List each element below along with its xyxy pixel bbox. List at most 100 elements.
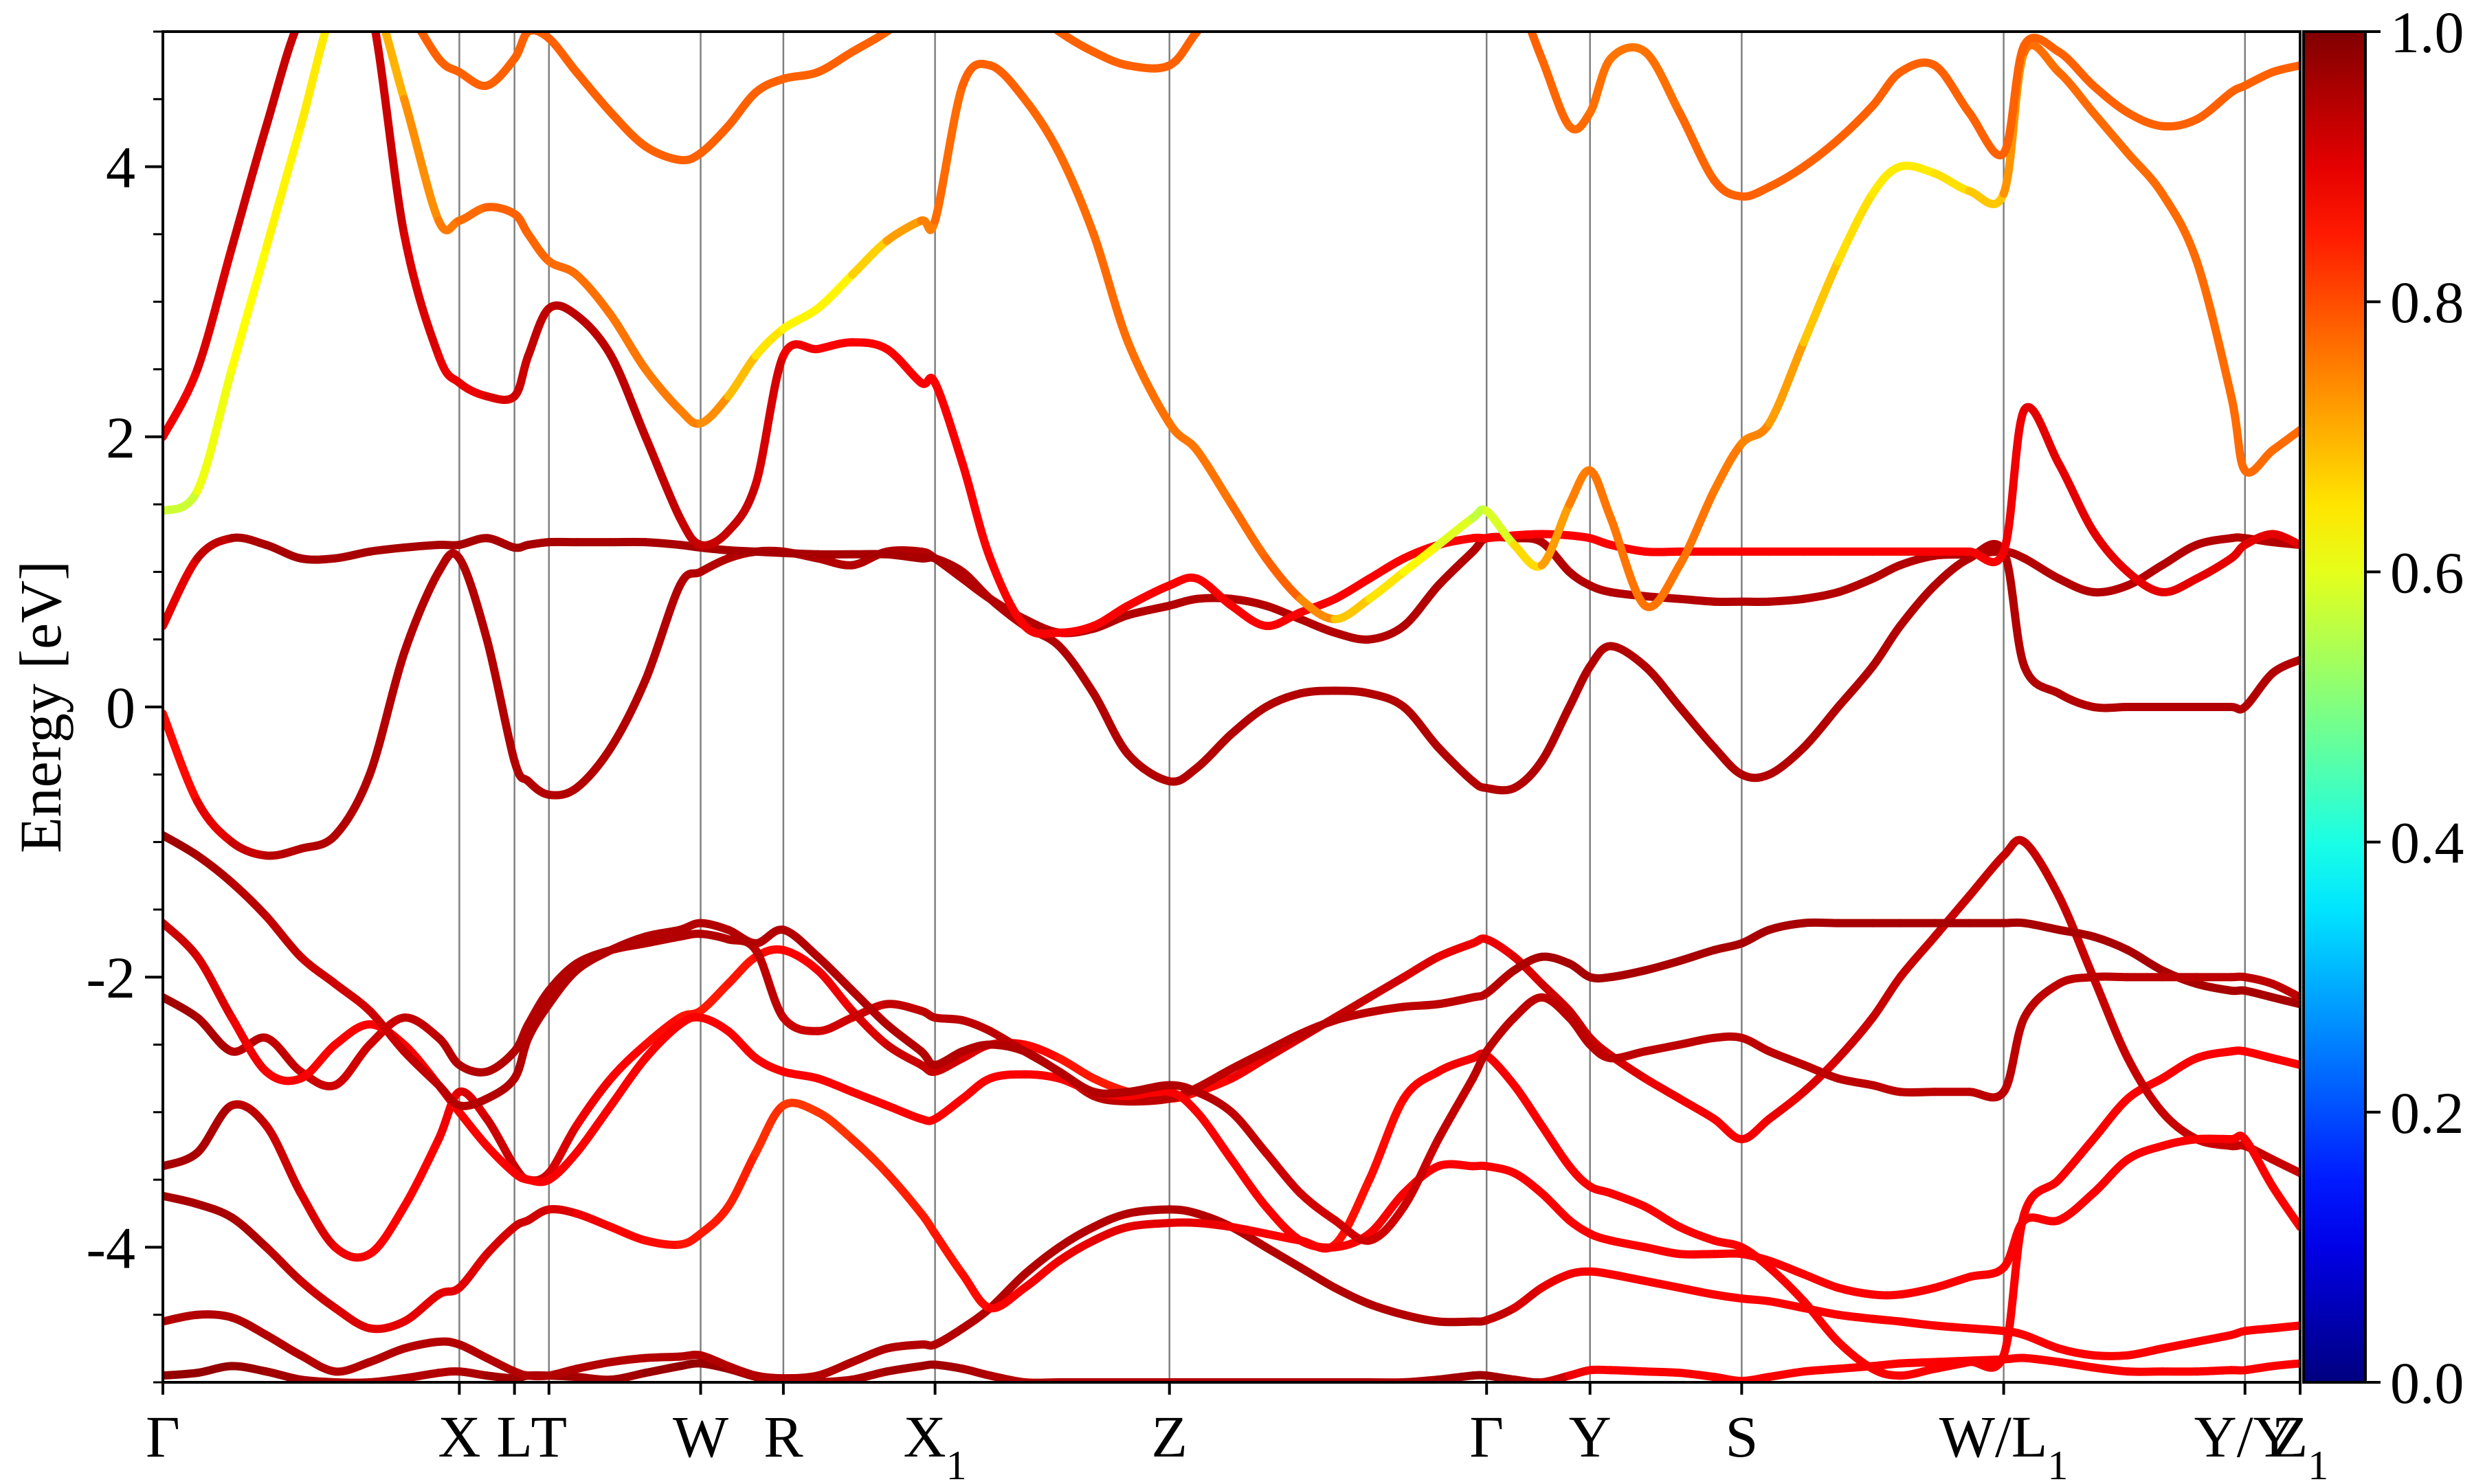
band-segment — [331, 1358, 374, 1376]
band-segment — [848, 986, 891, 1028]
kpoint-label-text: Y — [1569, 1404, 1612, 1470]
band-segment — [751, 1054, 788, 1076]
band-6 — [163, 919, 2300, 1300]
band-segment — [1640, 561, 1684, 611]
band-segment — [544, 301, 581, 319]
band-segment — [751, 324, 788, 360]
band-segment — [958, 1074, 994, 1103]
band-segment — [1089, 47, 1133, 70]
band-segment — [724, 88, 760, 131]
band-segment — [2268, 1054, 2300, 1069]
band-segment — [400, 1135, 443, 1211]
band-segment — [1640, 1040, 1684, 1056]
band-3 — [163, 1046, 2300, 1380]
band-segment — [2240, 986, 2277, 1002]
y-axis-title: Energy [eV] — [8, 561, 74, 853]
band-segment — [193, 797, 236, 846]
band-segment — [2268, 655, 2300, 677]
band-segment — [1606, 1189, 1649, 1211]
band-segment — [779, 340, 823, 360]
band-segment — [2054, 1358, 2097, 1372]
colorbar-tick-label: 1.0 — [2390, 0, 2464, 65]
band-segment — [1834, 574, 1877, 596]
band-segment — [331, 1243, 374, 1262]
band-segment — [641, 1362, 684, 1378]
band-segment — [482, 392, 519, 404]
kpoint-label: S — [1725, 1404, 1758, 1470]
kpoint-label: T — [531, 1404, 568, 1470]
band-segment — [1055, 642, 1098, 698]
band-segment — [1365, 1300, 1408, 1319]
kpoint-label-subscript: 1 — [2308, 1443, 2328, 1484]
band-segment — [544, 784, 581, 800]
band-segment — [814, 1013, 857, 1035]
band-segment — [1330, 1283, 1374, 1308]
band-segment — [1606, 1366, 1649, 1376]
band-segment — [1330, 628, 1374, 644]
band-segment — [985, 554, 1029, 630]
band-segment — [1124, 1219, 1174, 1231]
band-segment — [1869, 622, 1905, 671]
band-segment — [1399, 1067, 1442, 1103]
band-segment — [2158, 115, 2201, 131]
band-segment — [882, 345, 926, 387]
band-segment — [1055, 148, 1098, 238]
band-segment — [1834, 189, 1877, 266]
band-segment — [1869, 561, 1905, 583]
band-segment — [990, 0, 1025, 5]
band-segment — [2227, 392, 2249, 475]
band-segment — [262, 1033, 305, 1076]
band-segment — [696, 930, 733, 944]
band-segment — [696, 919, 733, 934]
band-segment — [1869, 973, 1905, 1022]
band-segment — [2020, 1176, 2063, 1218]
band-segment — [676, 513, 705, 550]
band-segment — [814, 966, 857, 1015]
band-segment — [1710, 1114, 1746, 1144]
band-segment — [400, 95, 443, 225]
kpoint-label: W/L1 — [1939, 1404, 2069, 1484]
band-segment — [696, 392, 733, 428]
band-segment — [262, 1121, 305, 1198]
band-segment — [1765, 1367, 1808, 1382]
band-segment — [227, 1313, 271, 1340]
band-segment — [1124, 61, 1174, 73]
band-segment — [1434, 1074, 1478, 1144]
band-segment — [455, 1367, 491, 1380]
band-segment — [2240, 446, 2277, 477]
band-segment — [1710, 439, 1746, 495]
band-segment — [1640, 1367, 1684, 1378]
band-segment — [1737, 419, 1774, 448]
kpoint-label: X1 — [904, 1404, 967, 1484]
band-segment — [2268, 1155, 2300, 1178]
band-segment — [1510, 1169, 1546, 1198]
band-segment — [524, 304, 553, 360]
band-segment — [1675, 486, 1719, 570]
band-segment — [1869, 162, 1905, 198]
band-segment — [482, 54, 519, 90]
colorbar: 0.0 0.2 0.4 0.6 0.8 1.0 — [2302, 0, 2464, 1416]
band-segment — [1675, 1250, 1719, 1259]
band-segment — [1365, 1202, 1408, 1245]
band-segment — [381, 32, 409, 104]
kpoint-label-text: Γ — [146, 1404, 180, 1470]
band-segment — [1192, 1088, 1236, 1116]
band-segment — [724, 952, 760, 988]
band-segment — [2158, 1338, 2201, 1353]
band-segment — [1999, 547, 2029, 671]
band-segment — [1227, 601, 1271, 630]
band-segment — [1165, 419, 1201, 455]
band-segment — [1869, 1081, 1905, 1097]
kpoint-label: Z1 — [2272, 1404, 2329, 1484]
band-segment — [163, 1310, 202, 1326]
colorbar-tick-label: 0.8 — [2390, 269, 2464, 335]
kpoint-label-text: Y/Y — [2194, 1404, 2296, 1470]
band-segment — [1330, 686, 1374, 698]
band-segment — [2240, 68, 2277, 90]
band-segment — [1585, 54, 1615, 117]
band-segment — [2020, 1331, 2063, 1353]
band-segment — [607, 1369, 650, 1382]
band-segment — [1710, 1249, 1746, 1259]
band-segment — [607, 1222, 650, 1245]
band-segment — [366, 1202, 409, 1259]
